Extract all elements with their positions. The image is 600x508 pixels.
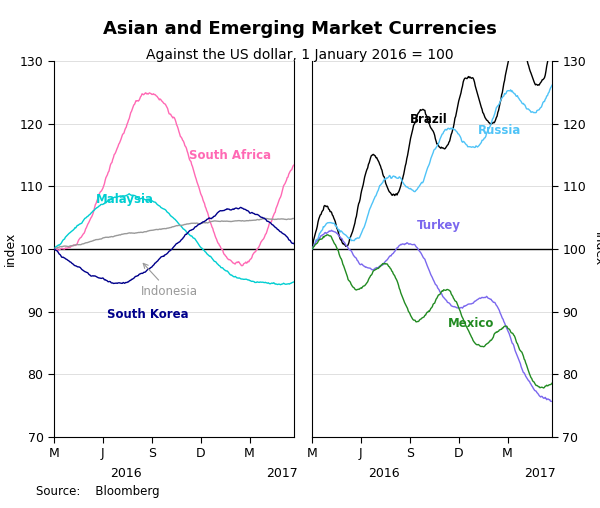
Text: Russia: Russia: [478, 124, 521, 138]
Text: Brazil: Brazil: [410, 113, 448, 126]
Text: Source:    Bloomberg: Source: Bloomberg: [36, 485, 160, 498]
Y-axis label: index: index: [4, 232, 17, 266]
Text: Against the US dollar, 1 January 2016 = 100: Against the US dollar, 1 January 2016 = …: [146, 48, 454, 62]
Text: Mexico: Mexico: [448, 317, 494, 330]
Text: Indonesia: Indonesia: [140, 264, 197, 298]
Text: Malaysia: Malaysia: [95, 193, 154, 206]
Y-axis label: index: index: [592, 232, 600, 266]
Text: South Africa: South Africa: [190, 149, 272, 162]
Text: 2016: 2016: [110, 467, 142, 480]
Text: South Korea: South Korea: [107, 308, 188, 321]
Text: Asian and Emerging Market Currencies: Asian and Emerging Market Currencies: [103, 20, 497, 38]
Text: 2017: 2017: [266, 467, 298, 480]
Text: 2017: 2017: [524, 467, 556, 480]
Text: 2016: 2016: [368, 467, 400, 480]
Text: Turkey: Turkey: [418, 219, 461, 232]
